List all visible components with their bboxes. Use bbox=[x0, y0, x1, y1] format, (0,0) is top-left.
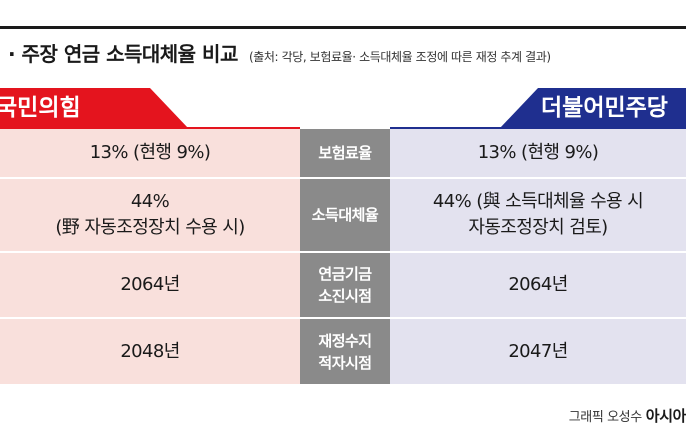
graphic-credit: 그래픽 오성수 아시아 bbox=[569, 405, 686, 426]
source-note: (출처: 각당, 보험료율· 소득대체율 조정에 따른 재정 추계 결과) bbox=[248, 50, 551, 64]
row-label: 연금기금 소진시점 bbox=[300, 253, 390, 317]
label-column-background bbox=[300, 129, 390, 384]
row-label-text: 보험료율 bbox=[318, 144, 372, 162]
table-row: 44% (野 자동조정장치 수용 시) 소득대체율 44% (與 소득대체율 수… bbox=[0, 179, 686, 251]
row-label: 소득대체율 bbox=[300, 179, 390, 251]
cell-text: 2064년 bbox=[508, 274, 568, 295]
cell-left: 2048년 bbox=[0, 319, 300, 384]
cell-text: (野 자동조정장치 수용 시) bbox=[55, 217, 245, 238]
row-label-text: 적자시점 bbox=[318, 353, 372, 372]
row-divider bbox=[0, 177, 686, 179]
row-label: 재정수지 적자시점 bbox=[300, 319, 390, 384]
party-label-right: 더불어민주당 bbox=[500, 88, 686, 128]
row-label-text: 소진시점 bbox=[318, 287, 372, 305]
cell-text: 44% bbox=[130, 191, 170, 212]
party-label-left: 국민의힘 bbox=[0, 88, 188, 128]
cell-left: 13% (현행 9%) bbox=[0, 129, 300, 177]
cell-text: 2047년 bbox=[508, 340, 568, 362]
cell-right: 2047년 bbox=[390, 319, 686, 384]
table-row: 13% (현행 9%) 보험료율 13% (현행 9%) bbox=[0, 129, 686, 177]
cell-right: 13% (현행 9%) bbox=[390, 129, 686, 177]
row-divider bbox=[0, 317, 686, 319]
cell-text: 13% (현행 9%) bbox=[89, 142, 211, 163]
row-label-text: 재정수지 bbox=[318, 331, 372, 350]
cell-left: 2064년 bbox=[0, 253, 300, 317]
brand-logo-text: 아시아 bbox=[645, 407, 686, 425]
row-label-text: 연금기금 bbox=[318, 265, 372, 283]
cell-text: 2048년 bbox=[120, 340, 180, 362]
cell-text: 자동조정장치 검토) bbox=[468, 217, 608, 238]
cell-right: 44% (與 소득대체율 수용 시 자동조정장치 검토) bbox=[390, 179, 686, 251]
row-label: 보험료율 bbox=[300, 129, 390, 177]
top-rule bbox=[0, 26, 686, 29]
party-name-right: 더불어민주당 bbox=[541, 95, 668, 121]
cell-text: 44% (與 소득대체율 수용 시 bbox=[432, 191, 644, 212]
party-underline-left bbox=[0, 127, 300, 129]
credit-text: 그래픽 오성수 bbox=[568, 410, 642, 425]
table-row: 2048년 재정수지 적자시점 2047년 bbox=[0, 319, 686, 384]
chart-title: · 주장 연금 소득대체율 비교 bbox=[8, 42, 238, 66]
cell-text: 2064년 bbox=[120, 274, 180, 295]
party-name-left: 국민의힘 bbox=[0, 95, 81, 121]
cell-text: 13% (현행 9%) bbox=[477, 142, 599, 163]
cell-right: 2064년 bbox=[390, 253, 686, 317]
row-label-text: 소득대체율 bbox=[311, 206, 379, 224]
row-divider bbox=[0, 251, 686, 253]
party-underline-right bbox=[390, 127, 686, 129]
table-row: 2064년 연금기금 소진시점 2064년 bbox=[0, 253, 686, 317]
title-row: · 주장 연금 소득대체율 비교 (출처: 각당, 보험료율· 소득대체율 조정… bbox=[8, 38, 686, 67]
cell-left: 44% (野 자동조정장치 수용 시) bbox=[0, 179, 300, 251]
